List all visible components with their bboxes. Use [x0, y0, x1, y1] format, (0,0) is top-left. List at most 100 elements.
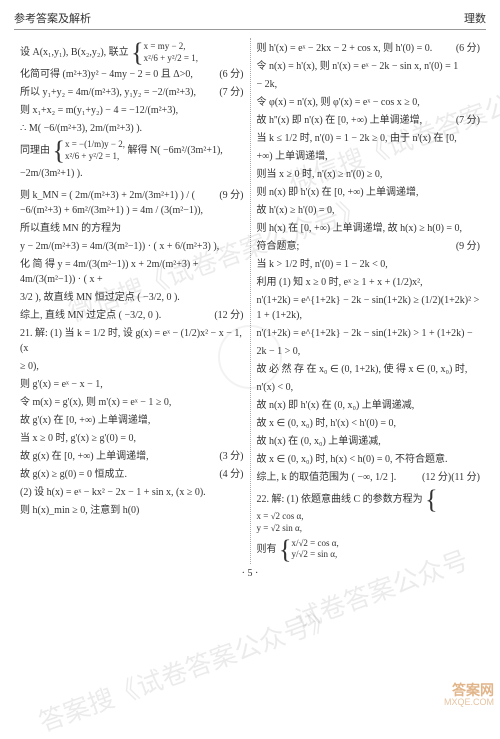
math-line: 故 x ∈ (0, x₀) 时, h(x) < h(0) = 0, 不符合题意.: [257, 452, 481, 467]
corner-url: MXQE.COM: [444, 698, 494, 708]
math-line: 所以直线 MN 的方程为: [20, 221, 244, 236]
math-line: − 2k,: [257, 77, 481, 92]
math-line: 则 x₁+x₂ = m(y₁+y₂) − 4 = −12/(m²+3),: [20, 103, 244, 118]
math-line: 则 h'(x) = eˣ − 2kx − 2 + cos x, 则 h'(0) …: [257, 41, 481, 56]
text: 则有: [257, 544, 277, 555]
math-line: 2k − 1 > 0,: [257, 344, 481, 359]
math-line: 当 k ≤ 1/2 时, n'(0) = 1 − 2k ≥ 0, 由于 n'(x…: [257, 131, 481, 146]
text: 当 x ≥ 0 时, g'(x) ≥ g'(0) = 0,: [20, 433, 136, 444]
page-header: 参考答案及解析 理数: [14, 10, 486, 30]
math-line: 符合题意; (9 分): [257, 239, 481, 254]
brace-body: x/√2 = cos α,y/√2 = sin α,: [291, 538, 338, 561]
text: 令 m(x) = g'(x), 则 m'(x) = eˣ − 1 ≥ 0,: [20, 397, 171, 408]
math-line: 故 必 然 存 在 x₀ ∈ (0, 1+2k), 使 得 x ∈ (0, x₀…: [257, 362, 481, 377]
score: (6 分): [219, 67, 243, 82]
content-columns: 设 A(x₁,y₁), B(x₂,y₂), 联立 { x = my − 2,x²/…: [14, 38, 486, 564]
math-line: 则当 x ≥ 0 时, n'(x) ≥ n'(0) ≥ 0,: [257, 167, 481, 182]
brace-icon: {: [53, 139, 65, 162]
text: 故 g(x) ≥ g(0) = 0 恒成立.: [20, 469, 127, 480]
text: 则 n(x) 即 h'(x) 在 [0, +∞) 上单调递增,: [257, 187, 419, 198]
text: 故 x ∈ (0, x₀) 时, h(x) < h(0) = 0, 不符合题意.: [257, 454, 448, 465]
text: 令 n(x) = h'(x), 则 n'(x) = eˣ − 2k − sin …: [257, 61, 459, 72]
corner-watermark: 答案网 MXQE.COM: [444, 683, 494, 708]
text: 化简可得 (m²+3)y² − 4my − 2 = 0 且 Δ>0,: [20, 69, 193, 80]
score: (9 分): [456, 239, 480, 254]
math-line: 3/2 ), 故直线 MN 恒过定点 ( −3/2, 0 ).: [20, 290, 244, 305]
math-line: 则 k_MN = ( 2m/(m²+3) + 2m/(3m²+1) ) / ( …: [20, 188, 244, 218]
brace-body: x = √2 cos α,y = √2 sin α,: [257, 511, 304, 534]
text: 同理由: [20, 145, 50, 156]
text: 故 g'(x) 在 [0, +∞) 上单调递增,: [20, 415, 150, 426]
text: 设 A(x₁,y₁), B(x₂,y₂), 联立: [20, 47, 129, 58]
math-line: n'(x) < 0,: [257, 380, 481, 395]
math-line: 则 h(x) 在 [0, +∞) 上单调递增, 故 h(x) ≥ h(0) = …: [257, 221, 481, 236]
text: 故 h''(x) 即 n'(x) 在 [0, +∞) 上单调递增,: [257, 115, 423, 126]
math-line: 化 简 得 y = 4m/(3(m²−1)) x + 2m/(m²+3) + 4…: [20, 257, 244, 287]
text: n'(1+2k) = e^{1+2k} − 2k − sin(1+2k) ≥ (…: [257, 295, 480, 321]
text: 2k − 1 > 0,: [257, 346, 301, 357]
math-line: 故 x ∈ (0, x₀) 时, h'(x) < h'(0) = 0,: [257, 416, 481, 431]
text: 所以 y₁+y₂ = 4m/(m²+3), y₁y₂ = −2/(m²+3),: [20, 87, 196, 98]
text: 综上, 直线 MN 过定点 ( −3/2, 0 ).: [20, 310, 161, 321]
page-number: · 5 ·: [14, 568, 486, 579]
math-line: ≥ 0),: [20, 359, 244, 374]
math-line: n'(1+2k) = e^{1+2k} − 2k − sin(1+2k) ≥ (…: [257, 293, 481, 323]
score: (7 分): [219, 85, 243, 100]
math-line: 令 m(x) = g'(x), 则 m'(x) = eˣ − 1 ≥ 0,: [20, 395, 244, 410]
score: (4 分): [219, 467, 243, 482]
text: 则 x₁+x₂ = m(y₁+y₂) − 4 = −12/(m²+3),: [20, 105, 178, 116]
math-line: 则有 {x/√2 = cos α,y/√2 = sin α,: [257, 538, 481, 561]
text: 故 x ∈ (0, x₀) 时, h'(x) < h'(0) = 0,: [257, 418, 397, 429]
math-line: 故 g(x) 在 [0, +∞) 上单调递增, (3 分): [20, 449, 244, 464]
text: 则 g'(x) = eˣ − x − 1,: [20, 379, 103, 390]
math-line: 令 φ(x) = n'(x), 则 φ'(x) = eˣ − cos x ≥ 0…: [257, 95, 481, 110]
math-line: 化简可得 (m²+3)y² − 4my − 2 = 0 且 Δ>0, (6 分): [20, 67, 244, 82]
text: − 2k,: [257, 79, 278, 90]
score: (12 分): [214, 308, 243, 323]
corner-brand: 答案网: [444, 683, 494, 698]
right-column: 则 h'(x) = eˣ − 2kx − 2 + cos x, 则 h'(0) …: [251, 38, 487, 564]
page: 参考答案及解析 理数 设 A(x₁,y₁), B(x₂,y₂), 联立 {x =…: [0, 0, 500, 579]
math-line: 利用 (1) 知 x ≥ 0 时, eˣ ≥ 1 + x + (1/2)x²,: [257, 275, 481, 290]
text: ∴ M( −6/(m²+3), 2m/(m²+3) ).: [20, 123, 142, 134]
brace-icon: {: [279, 538, 291, 561]
left-column: 设 A(x₁,y₁), B(x₂,y₂), 联立 { x = my − 2,x²/…: [14, 38, 251, 564]
watermark-text: 答案搜《试卷答案公众号》: [33, 598, 339, 739]
brace-body: x = my − 2,x²/6 + y²/2 = 1,: [144, 41, 198, 64]
text: 故 n(x) 即 h'(x) 在 (0, x₀) 上单调递减,: [257, 400, 415, 411]
math-line: 则 g'(x) = eˣ − x − 1,: [20, 377, 244, 392]
math-line: 22. 解: (1) 依题意曲线 C 的参数方程为 {x = √2 cos α,…: [257, 488, 481, 535]
score: (3 分): [219, 449, 243, 464]
text: 则 k_MN = ( 2m/(m²+3) + 2m/(3m²+1) ) / ( …: [20, 190, 203, 216]
math-line: (2) 设 h(x) = eˣ − kx² − 2x − 1 + sin x, …: [20, 485, 244, 500]
text: 3/2 ), 故直线 MN 恒过定点 ( −3/2, 0 ).: [20, 292, 180, 303]
text: 则 h'(x) = eˣ − 2kx − 2 + cos x, 则 h'(0) …: [257, 43, 433, 54]
text: 化 简 得 y = 4m/(3(m²−1)) x + 2m/(m²+3) + 4…: [20, 259, 198, 285]
math-line: 21. 解: (1) 当 k = 1/2 时, 设 g(x) = eˣ − (1…: [20, 326, 244, 356]
text: +∞) 上单调递增,: [257, 151, 328, 162]
text: 则 h(x) 在 [0, +∞) 上单调递增, 故 h(x) ≥ h(0) = …: [257, 223, 463, 234]
text: ≥ 0),: [20, 361, 39, 372]
score: (12 分): [422, 470, 451, 485]
math-line: 则 h(x)_min ≥ 0, 注意到 h(0): [20, 503, 244, 518]
math-line: 故 g(x) ≥ g(0) = 0 恒成立. (4 分): [20, 467, 244, 482]
header-right: 理数: [464, 10, 486, 26]
text: 当 k ≤ 1/2 时, n'(0) = 1 − 2k ≥ 0, 由于 n'(x…: [257, 133, 457, 144]
text: 故 h(x) 在 (0, x₀) 上单调递减,: [257, 436, 381, 447]
text: 22. 解: (1) 依题意曲线 C 的参数方程为: [257, 494, 423, 505]
math-line: 则 n(x) 即 h'(x) 在 [0, +∞) 上单调递增,: [257, 185, 481, 200]
math-line: 同理由 {x = −(1/m)y − 2,x²/6 + y²/2 = 1, 解得…: [20, 139, 244, 184]
text: 则当 x ≥ 0 时, n'(x) ≥ n'(0) ≥ 0,: [257, 169, 383, 180]
brace-body: x = −(1/m)y − 2,x²/6 + y²/2 = 1,: [65, 139, 125, 162]
math-line: y − 2m/(m²+3) = 4m/(3(m²−1)) · ( x + 6/(…: [20, 239, 244, 254]
math-line: 故 h'(x) ≥ h'(0) = 0,: [257, 203, 481, 218]
score: (7 分): [456, 113, 480, 128]
text: 符合题意;: [257, 241, 300, 252]
text: n'(x) < 0,: [257, 382, 294, 393]
text: 故 必 然 存 在 x₀ ∈ (0, 1+2k), 使 得 x ∈ (0, x₀…: [257, 364, 468, 375]
text: 故 g(x) 在 [0, +∞) 上单调递增,: [20, 451, 149, 462]
text: (2) 设 h(x) = eˣ − kx² − 2x − 1 + sin x, …: [20, 487, 206, 498]
math-line: 故 h''(x) 即 n'(x) 在 [0, +∞) 上单调递增, (7 分): [257, 113, 481, 128]
math-line: 故 n(x) 即 h'(x) 在 (0, x₀) 上单调递减,: [257, 398, 481, 413]
math-line: 故 h(x) 在 (0, x₀) 上单调递减,: [257, 434, 481, 449]
